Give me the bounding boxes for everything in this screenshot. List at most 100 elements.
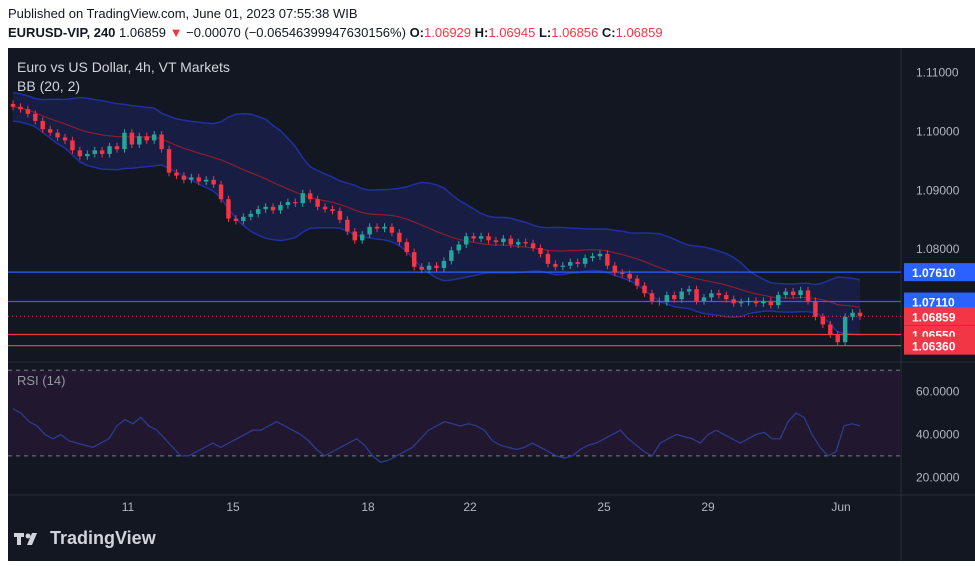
candle-body (367, 226, 372, 235)
candle-body (345, 219, 350, 232)
chart-title: Euro vs US Dollar, 4h, VT Markets (17, 59, 230, 75)
candle-body (627, 273, 632, 279)
candle-body (515, 242, 521, 245)
candle-body (857, 312, 863, 317)
symbol-info-line: EURUSD-VIP, 240 1.06859 ▼ −0.00070 (−0.0… (8, 25, 663, 40)
time-tick-label-0: 11 (122, 500, 135, 514)
candle-body (486, 236, 491, 241)
chart-legend: Euro vs US Dollar, 4h, VT Markets BB (20… (17, 58, 230, 96)
candle-body (649, 293, 655, 301)
candle-body (746, 300, 751, 303)
candle-body (233, 218, 239, 221)
candle-body (828, 324, 833, 335)
candle-body (211, 179, 216, 185)
candle-body (471, 236, 476, 239)
candle-body (70, 140, 75, 151)
candle-body (255, 209, 261, 214)
candle-body (716, 293, 722, 296)
price-tick-label-1: 1.10000 (916, 125, 960, 139)
open-label: O: (409, 25, 425, 40)
rsi-legend: RSI (14) (17, 373, 66, 388)
candle-body (441, 260, 447, 268)
candle-body (553, 263, 558, 267)
tradingview-brand: TradingView (50, 528, 156, 548)
level-tag-0 (904, 263, 975, 282)
price-tick-label-3: 1.08000 (916, 242, 960, 256)
open-value: 1.06929 (424, 25, 472, 40)
candle-body (137, 136, 142, 145)
last-price-tag (904, 307, 975, 326)
candle-body (783, 291, 788, 296)
level-tag-3 (904, 336, 975, 355)
candle-body (397, 232, 402, 243)
candle-body (463, 236, 469, 245)
candle-body (107, 146, 112, 154)
candle-body (300, 193, 305, 204)
candle-body (620, 272, 625, 274)
candle-body (776, 295, 781, 306)
rsi-tick-label-1: 40.0000 (916, 427, 960, 441)
candle-body (18, 106, 23, 110)
candle-body (40, 120, 45, 130)
candle-body (634, 278, 640, 286)
candle-body (203, 179, 209, 182)
candle-body (330, 209, 335, 211)
candle-body (226, 199, 231, 219)
candle-body (709, 293, 714, 298)
rsi-line (12, 408, 861, 464)
level-tag-1 (904, 292, 975, 311)
candle-body (738, 302, 744, 304)
candle-body (241, 216, 246, 221)
candle-body (686, 289, 692, 292)
down-arrow-icon: ▼ (169, 25, 183, 40)
chart-svg[interactable]: 1.110001.100001.090001.080001.070001.076… (8, 48, 975, 561)
time-tick-label-5: 29 (701, 500, 715, 514)
candle-body (545, 253, 551, 264)
time-tick-label-4: 25 (597, 500, 611, 514)
candle-body (144, 136, 149, 141)
tradingview-logo[interactable]: TradingView (14, 528, 156, 549)
candle-body (99, 150, 105, 154)
candle-body (798, 290, 803, 296)
candle-body (538, 248, 543, 254)
rsi-band-fill (8, 370, 901, 456)
candle-body (501, 238, 506, 243)
candle-body (701, 297, 707, 301)
candle-body (731, 299, 736, 304)
candle-body (55, 132, 60, 138)
candle-body (25, 109, 31, 114)
candle-body (672, 295, 677, 300)
candle-body (374, 226, 380, 229)
candle-body (411, 252, 417, 267)
candle-body (597, 253, 603, 257)
candle-body (218, 184, 224, 200)
candle-body (404, 242, 410, 253)
candle-body (382, 226, 387, 229)
last-price-tag-label: 1.06859 (912, 310, 956, 324)
candle-body (278, 205, 283, 211)
chart-panel[interactable]: 1.110001.100001.090001.080001.070001.076… (8, 48, 975, 561)
candle-body (679, 291, 684, 300)
candle-body (530, 243, 536, 248)
candle-body (813, 300, 818, 317)
candle-body (181, 175, 187, 180)
candle-body (10, 103, 16, 107)
candle-body (790, 291, 796, 296)
candle-body (337, 210, 343, 220)
low-label: L: (538, 25, 552, 40)
candle-body (523, 242, 528, 244)
candle-body (449, 250, 454, 261)
candle-body (835, 334, 840, 343)
candle-body (196, 177, 201, 182)
candle-body (642, 285, 647, 294)
candle-body (159, 134, 164, 150)
rsi-tick-label-2: 20.0000 (916, 470, 960, 484)
candle-body (478, 236, 484, 239)
candle-body (590, 256, 595, 258)
candle-body (664, 295, 670, 303)
candle-body (85, 153, 90, 157)
candle-body (129, 132, 135, 145)
candle-body (508, 238, 514, 245)
candle-body (263, 206, 268, 210)
candle-body (62, 137, 68, 141)
